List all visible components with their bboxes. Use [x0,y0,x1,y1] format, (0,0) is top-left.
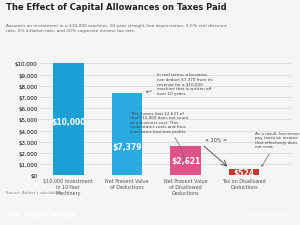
Text: $524: $524 [234,168,255,177]
Text: $2,621: $2,621 [171,156,200,165]
Bar [229,170,260,176]
Text: Assumes an investment in a $10,000 machine, 10-year straight-line depreciation, : Assumes an investment in a $10,000 machi… [6,24,227,33]
Bar [53,64,83,176]
Text: @TaxFoundation: @TaxFoundation [249,211,294,216]
Text: The Effect of Capital Allowances on Taxes Paid: The Effect of Capital Allowances on Taxe… [6,3,226,12]
Text: Source: Author's calculations.: Source: Author's calculations. [6,191,64,195]
Text: × 20% =: × 20% = [205,137,227,142]
Text: $10,000: $10,000 [51,117,86,126]
Text: This means that $2,621 of
that $10,000 does not count
as a business cost. This
u: This means that $2,621 of that $10,000 d… [130,111,188,161]
Text: $7,379: $7,379 [112,142,142,151]
Text: TAX FOUNDATION: TAX FOUNDATION [6,211,76,217]
Text: As a result, businesses
pay taxes on income
that effectively does
not exist.: As a result, businesses pay taxes on inc… [255,131,300,167]
Text: In real terms, a business
can deduct $7,379 from its
revenue for a $10,000
machi: In real terms, a business can deduct $7,… [146,73,213,95]
Bar [112,93,142,176]
Bar [170,146,201,176]
